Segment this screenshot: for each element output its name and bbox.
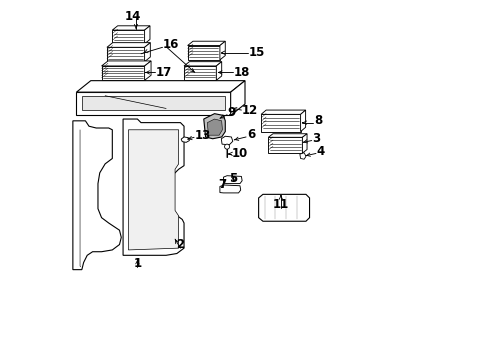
Polygon shape xyxy=(123,119,184,255)
Polygon shape xyxy=(261,110,306,114)
Polygon shape xyxy=(300,153,306,159)
Polygon shape xyxy=(107,47,145,62)
Text: 9: 9 xyxy=(228,106,236,119)
Text: 13: 13 xyxy=(195,129,211,142)
Polygon shape xyxy=(112,30,145,44)
Polygon shape xyxy=(188,45,220,60)
Text: 6: 6 xyxy=(247,128,255,141)
Circle shape xyxy=(224,144,230,149)
Text: 16: 16 xyxy=(163,38,179,51)
Polygon shape xyxy=(181,137,190,142)
Text: 4: 4 xyxy=(317,145,325,158)
Polygon shape xyxy=(302,134,307,153)
Polygon shape xyxy=(145,61,151,80)
Polygon shape xyxy=(207,119,222,135)
Polygon shape xyxy=(269,137,302,153)
Polygon shape xyxy=(259,194,310,221)
Text: 7: 7 xyxy=(219,178,227,191)
Polygon shape xyxy=(220,41,225,60)
Polygon shape xyxy=(76,92,231,116)
Text: 8: 8 xyxy=(314,114,322,127)
Polygon shape xyxy=(128,130,179,250)
Polygon shape xyxy=(216,62,221,80)
Text: 15: 15 xyxy=(248,46,265,59)
Polygon shape xyxy=(188,41,225,45)
Polygon shape xyxy=(145,42,150,62)
Text: 5: 5 xyxy=(229,172,237,185)
Text: 2: 2 xyxy=(176,238,185,251)
Polygon shape xyxy=(82,96,225,110)
Polygon shape xyxy=(269,134,307,137)
Polygon shape xyxy=(76,81,245,92)
Text: 1: 1 xyxy=(133,257,142,270)
Polygon shape xyxy=(261,114,300,132)
Polygon shape xyxy=(112,26,150,30)
Text: 11: 11 xyxy=(273,198,289,211)
Text: 18: 18 xyxy=(234,66,250,79)
Polygon shape xyxy=(101,61,151,66)
Text: 14: 14 xyxy=(125,10,141,23)
Polygon shape xyxy=(184,62,221,66)
Polygon shape xyxy=(231,81,245,116)
Polygon shape xyxy=(221,136,233,145)
Text: 3: 3 xyxy=(313,131,320,145)
Text: 10: 10 xyxy=(231,147,247,160)
Polygon shape xyxy=(204,114,225,139)
Polygon shape xyxy=(300,110,306,132)
Text: 17: 17 xyxy=(155,66,172,79)
Polygon shape xyxy=(145,26,150,44)
Polygon shape xyxy=(107,42,150,47)
Polygon shape xyxy=(223,176,242,184)
Polygon shape xyxy=(73,121,122,270)
Polygon shape xyxy=(220,185,241,193)
Polygon shape xyxy=(184,66,216,80)
Text: 12: 12 xyxy=(242,104,258,117)
Polygon shape xyxy=(101,66,145,80)
